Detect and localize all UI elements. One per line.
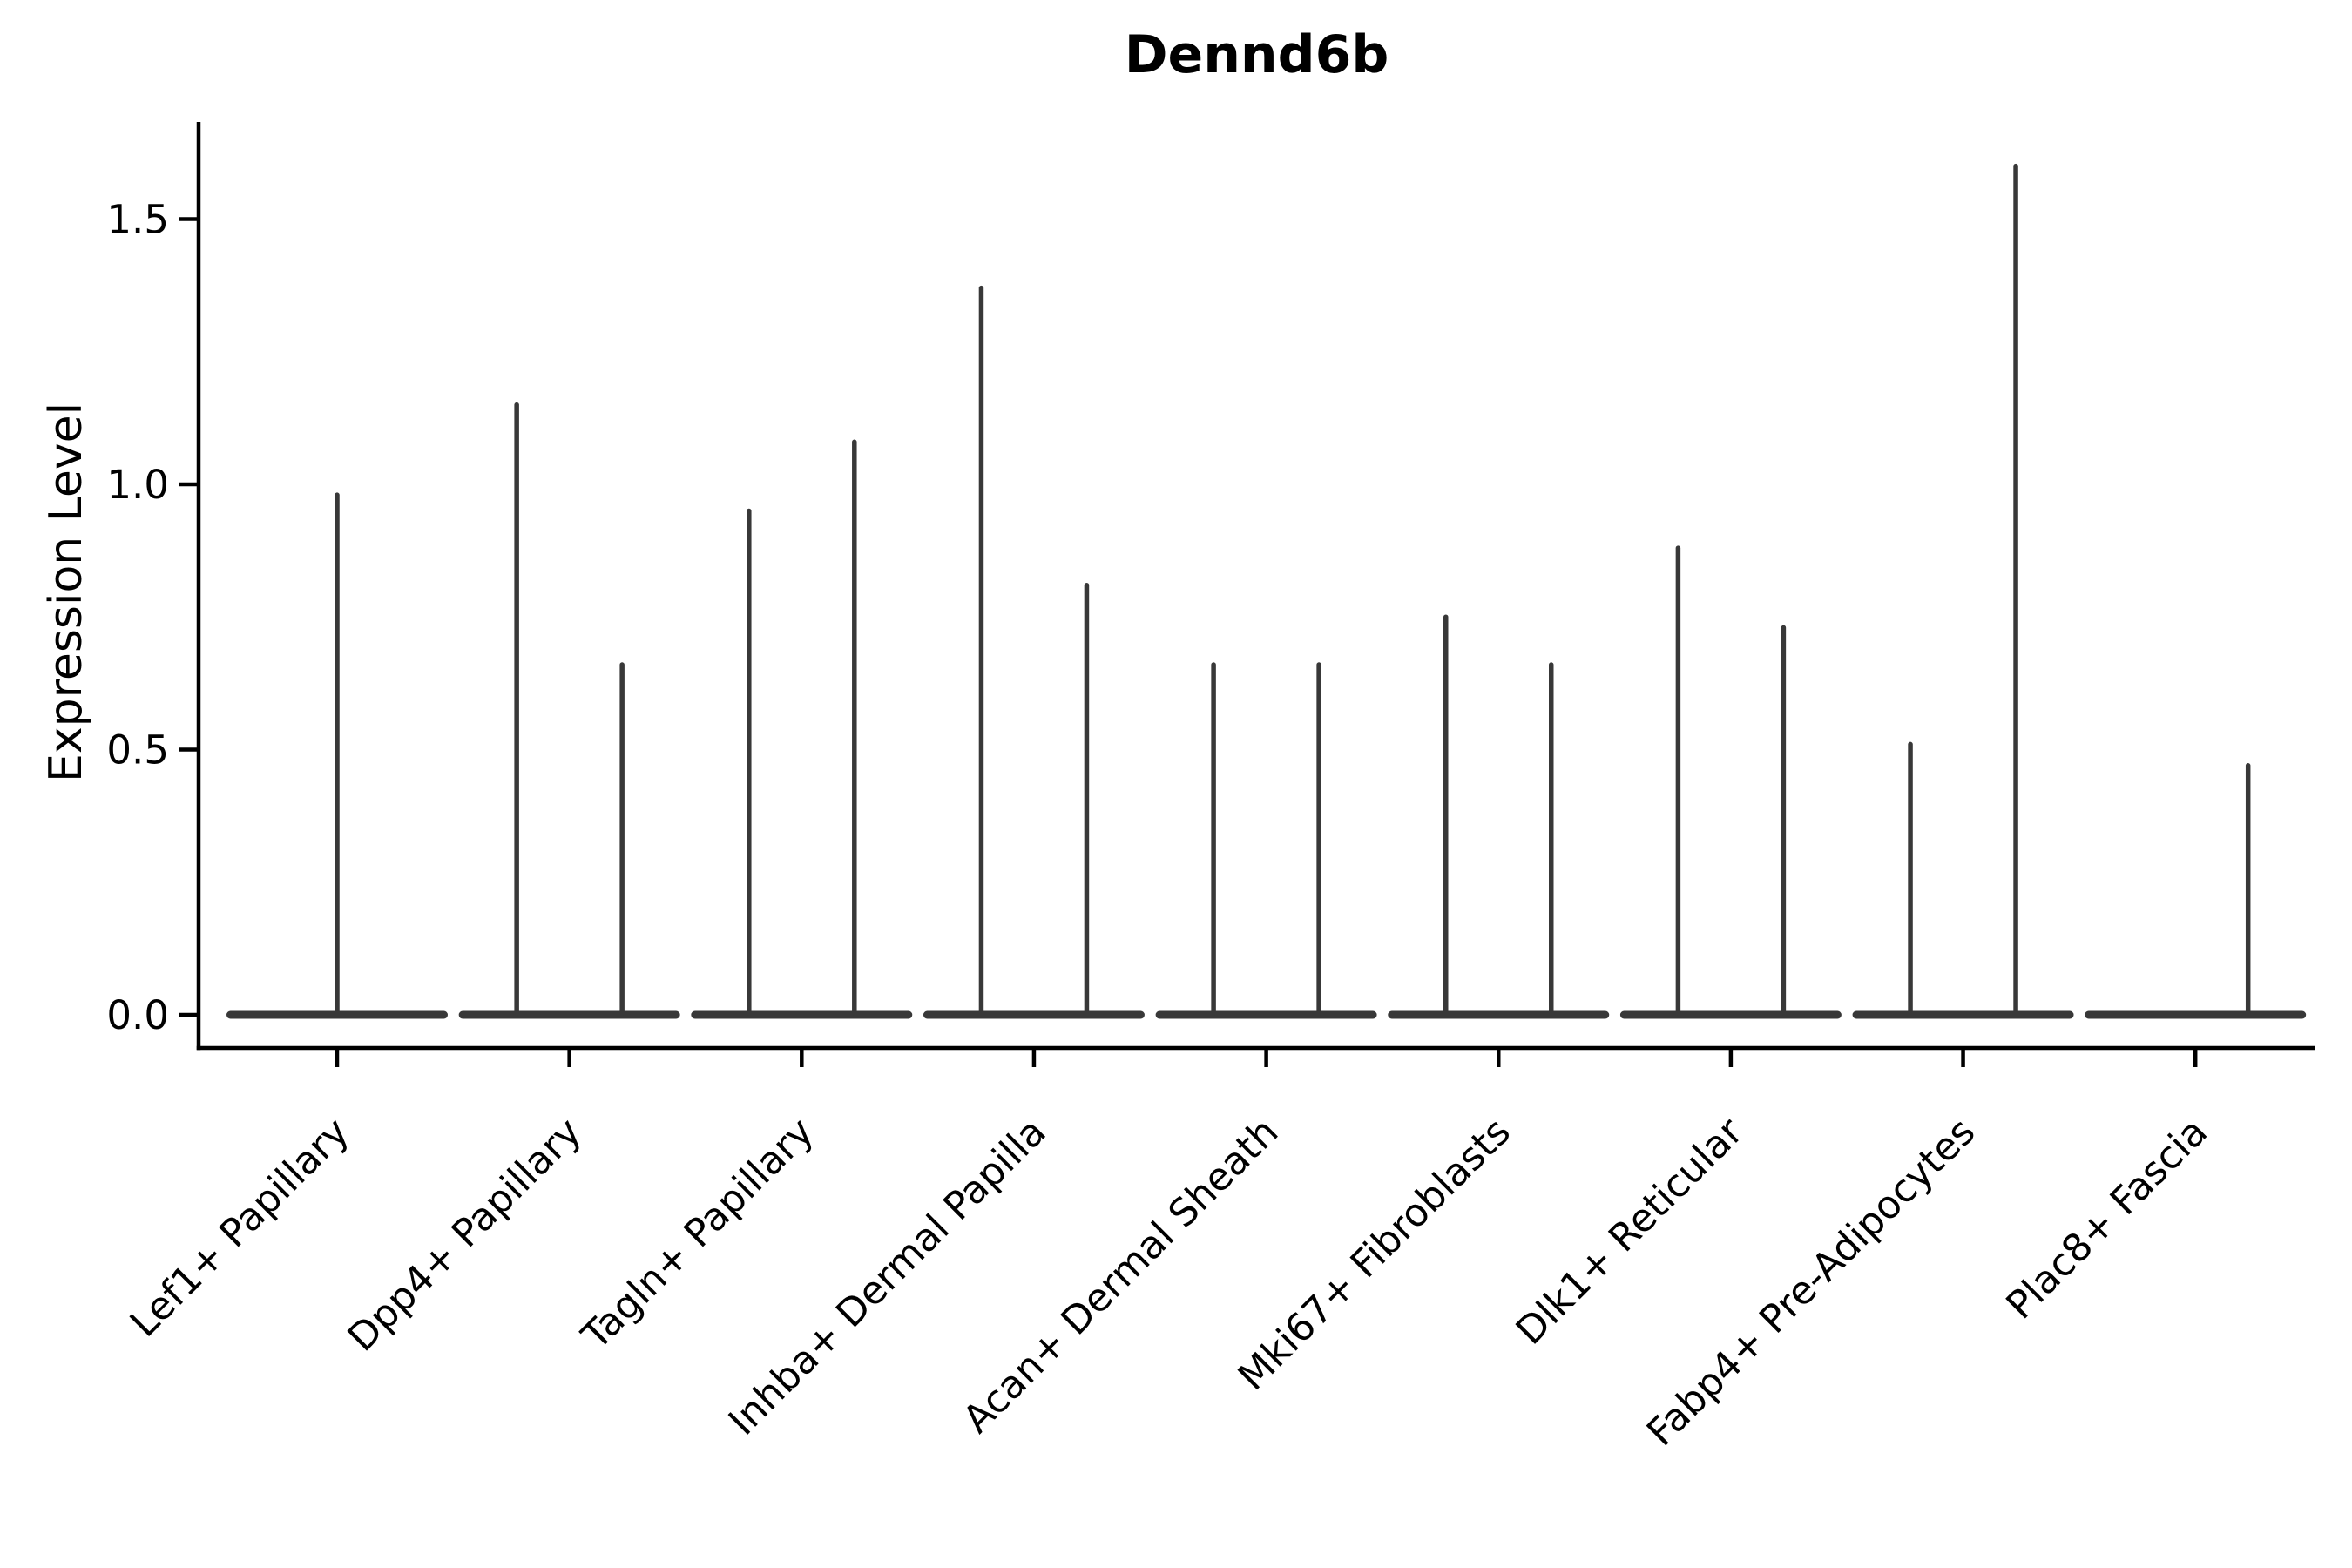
violin-category-3 bbox=[923, 285, 1145, 1019]
x-category-label: Tagln+ Papillary bbox=[573, 1110, 822, 1359]
violin-category-1 bbox=[458, 402, 680, 1019]
x-category-label: Dpp4+ Papillary bbox=[340, 1110, 591, 1361]
violin-category-2 bbox=[691, 439, 913, 1019]
y-tick-label: 0.0 bbox=[106, 992, 169, 1038]
violin-category-4 bbox=[1155, 662, 1377, 1019]
violin-category-5 bbox=[1388, 614, 1610, 1019]
y-tick-label: 1.5 bbox=[106, 196, 169, 242]
chart-title: Dennd6b bbox=[1124, 24, 1389, 85]
x-category-label: Plac8+ Fascia bbox=[1997, 1110, 2216, 1328]
violin-category-8 bbox=[2085, 763, 2307, 1019]
violin-category-7 bbox=[1852, 163, 2074, 1019]
x-category-label: Dlk1+ Reticular bbox=[1508, 1109, 1753, 1354]
y-tick-label: 1.0 bbox=[106, 462, 169, 508]
violin-category-6 bbox=[1619, 545, 1842, 1019]
y-tick-label: 0.5 bbox=[106, 727, 169, 773]
x-category-label: Lef1+ Papillary bbox=[122, 1110, 358, 1346]
violin-category-0 bbox=[226, 492, 448, 1019]
violins-layer bbox=[226, 163, 2307, 1019]
